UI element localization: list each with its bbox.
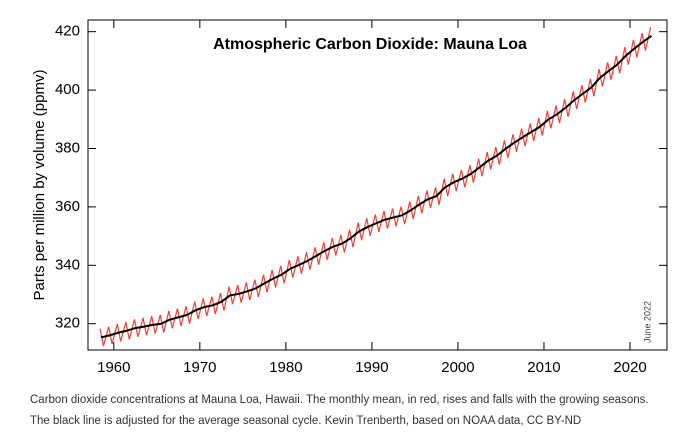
x-tick-label: 2010 <box>527 359 560 376</box>
y-tick-label: 360 <box>55 198 80 215</box>
y-axis-label: Parts per million by volume (ppmv) <box>31 70 48 301</box>
x-tick-label: 1980 <box>269 359 302 376</box>
x-tick-label: 2000 <box>441 359 474 376</box>
x-tick-label: 1970 <box>183 359 216 376</box>
plot-frame <box>87 19 668 351</box>
series-line <box>100 34 653 339</box>
y-tick-label: 380 <box>55 139 80 156</box>
caption-line: The black line is adjusted for the avera… <box>30 415 581 427</box>
y-tick-label: 320 <box>55 315 80 332</box>
y-tick-label: 340 <box>55 256 80 273</box>
y-tick-label: 400 <box>55 81 80 98</box>
annotation: June 2022 <box>642 301 652 343</box>
chart-title: Atmospheric Carbon Dioxide: Mauna Loa <box>213 36 527 53</box>
series-line <box>99 26 652 347</box>
x-tick-label: 2020 <box>613 359 646 376</box>
caption-line: Carbon dioxide concentrations at Mauna L… <box>30 394 649 406</box>
x-tick-label: 1960 <box>97 359 130 376</box>
x-tick-label: 1990 <box>355 359 388 376</box>
y-tick-label: 420 <box>55 23 80 40</box>
